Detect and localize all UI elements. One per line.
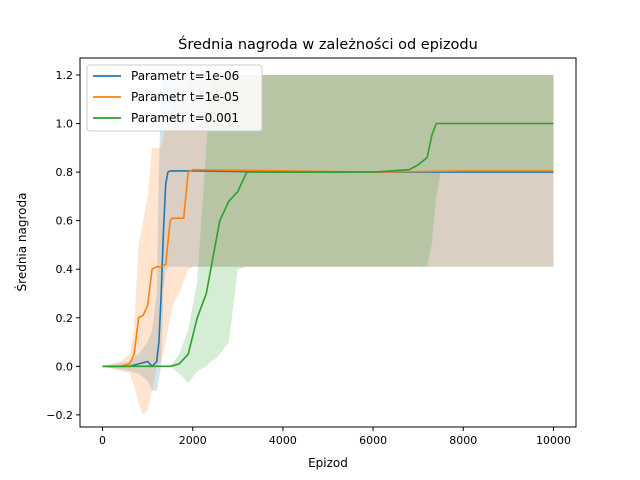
y-tick-label: 0.6 — [56, 215, 74, 228]
y-axis-label: Średnia nagroda — [14, 193, 29, 292]
plot-area-frame — [79, 57, 577, 428]
legend-label: Parametr t=1e-06 — [131, 69, 239, 83]
x-axis: 0 2000 4000 6000 8000 10000 — [99, 427, 571, 447]
y-tick-label: 0.0 — [56, 360, 74, 373]
y-tick-label: 1.2 — [56, 69, 74, 82]
legend: Parametr t=1e-06 Parametr t=1e-05 Parametr… — [86, 64, 263, 132]
x-tick-label: 2000 — [179, 434, 207, 447]
x-tick-label: 8000 — [449, 434, 477, 447]
confidence-bands — [102, 75, 554, 415]
y-tick-label: −0.2 — [46, 409, 73, 422]
series-line-2 — [102, 122, 554, 368]
chart-title: Średnia nagroda w zależności od epizodu — [178, 35, 478, 53]
x-tick-label: 10000 — [536, 434, 571, 447]
series-lines — [102, 122, 554, 368]
legend-label: Parametr t=1e-05 — [131, 90, 239, 104]
series-line-1 — [102, 168, 554, 368]
x-tick-label: 0 — [99, 434, 106, 447]
series-band-0 — [102, 75, 554, 391]
y-tick-label: 0.4 — [56, 263, 74, 276]
x-tick-label: 6000 — [359, 434, 387, 447]
series-band-1 — [102, 75, 554, 415]
x-tick-label: 4000 — [269, 434, 297, 447]
legend-label: Parametr t=0.001 — [131, 111, 239, 125]
legend-box — [86, 64, 263, 132]
y-tick-label: 1.0 — [56, 118, 74, 131]
y-axis: −0.2 0.0 0.2 0.4 0.6 0.8 1.0 1.2 — [46, 69, 80, 422]
y-tick-label: 0.2 — [56, 312, 74, 325]
y-tick-label: 0.8 — [56, 166, 74, 179]
series-band-2 — [102, 75, 554, 384]
x-axis-label: Epizod — [308, 456, 348, 470]
